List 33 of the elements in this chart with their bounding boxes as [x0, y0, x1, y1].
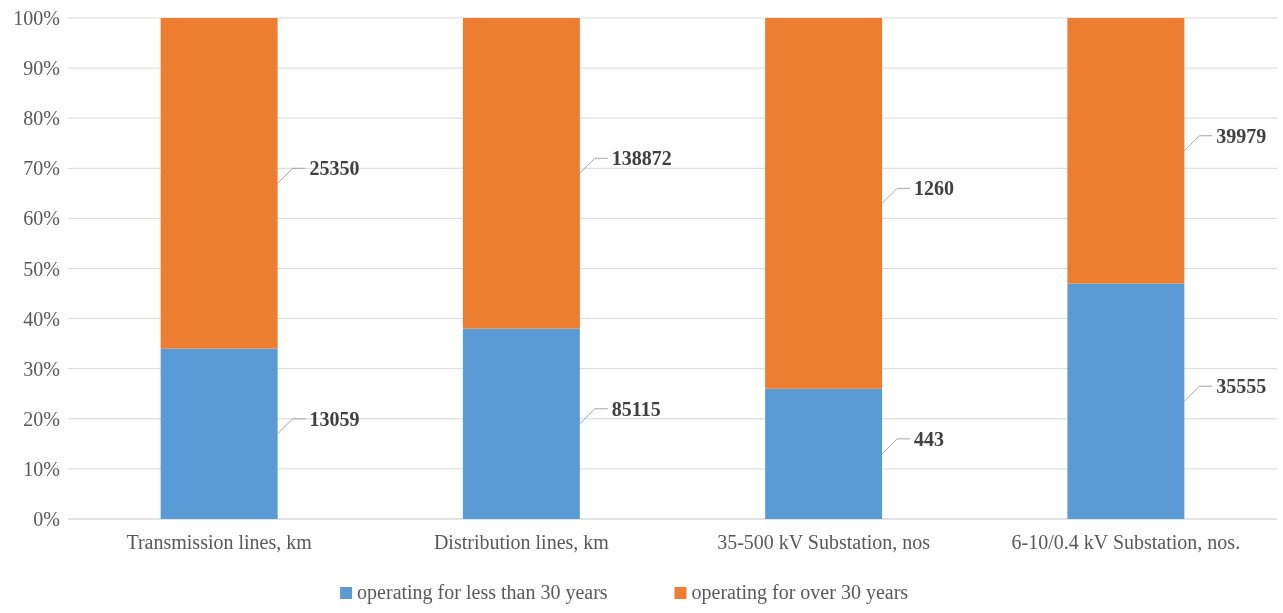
y-tick-label: 20%: [23, 407, 60, 430]
x-tick-label: Transmission lines, km: [126, 531, 313, 553]
legend-label: operating for less than 30 years: [357, 581, 608, 604]
bar: [1067, 283, 1185, 519]
y-tick-label: 100%: [13, 7, 60, 29]
bar: [765, 18, 883, 389]
annotation: 443: [914, 427, 945, 450]
y-tick-label: 0%: [33, 508, 60, 530]
annotation: 13059: [309, 407, 360, 430]
y-tick-label: 70%: [23, 157, 60, 180]
bar: [765, 388, 883, 519]
y-tick-label: 50%: [23, 257, 60, 280]
bar: [160, 18, 278, 349]
legend-label: operating for over 30 years: [691, 581, 909, 604]
y-tick-label: 90%: [23, 57, 60, 80]
x-tick-label: Distribution lines, km: [433, 531, 610, 553]
annotation: 35555: [1216, 375, 1267, 398]
annotation: 138872: [611, 147, 672, 170]
bar: [462, 328, 580, 519]
y-tick-label: 80%: [23, 107, 60, 130]
x-tick-label: 35-500 kV Substation, nos: [717, 531, 931, 553]
annotation: 85115: [611, 397, 661, 420]
y-tick-label: 60%: [23, 207, 60, 230]
bar: [160, 348, 278, 519]
x-tick-label: 6-10/0.4 kV Substation, nos.: [1011, 531, 1241, 553]
bar: [462, 18, 580, 329]
annotation: 25350: [309, 157, 360, 180]
annotation: 39979: [1216, 124, 1267, 147]
y-tick-label: 30%: [23, 357, 60, 380]
y-tick-label: 40%: [23, 307, 60, 330]
annotation: 1260: [914, 177, 955, 200]
bar: [1067, 18, 1185, 284]
y-tick-label: 10%: [23, 457, 60, 480]
